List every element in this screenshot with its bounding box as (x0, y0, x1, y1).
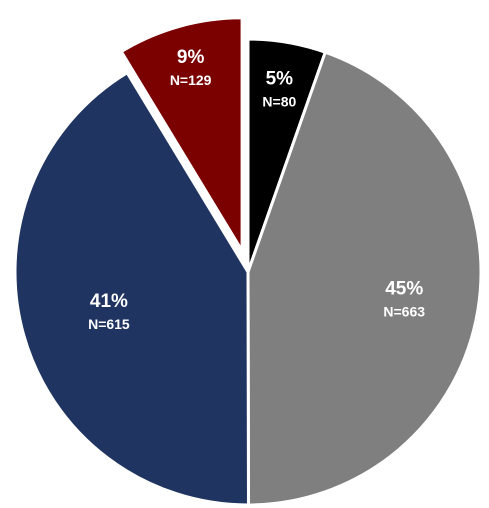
slice-count-label-0: N=80 (262, 93, 296, 109)
slice-percent-label-3: 9% (177, 47, 205, 68)
pie-slice-3 (119, 16, 244, 253)
slice-percent-label-0: 5% (266, 68, 294, 89)
slice-percent-label-2: 41% (90, 291, 128, 312)
slice-count-label-1: N=663 (383, 303, 425, 319)
slice-percent-label-1: 45% (385, 278, 423, 299)
slice-count-label-3: N=129 (170, 72, 212, 88)
pie-slice-1 (246, 50, 483, 507)
slice-count-label-2: N=615 (88, 316, 130, 332)
pie-slice-2 (13, 71, 250, 507)
